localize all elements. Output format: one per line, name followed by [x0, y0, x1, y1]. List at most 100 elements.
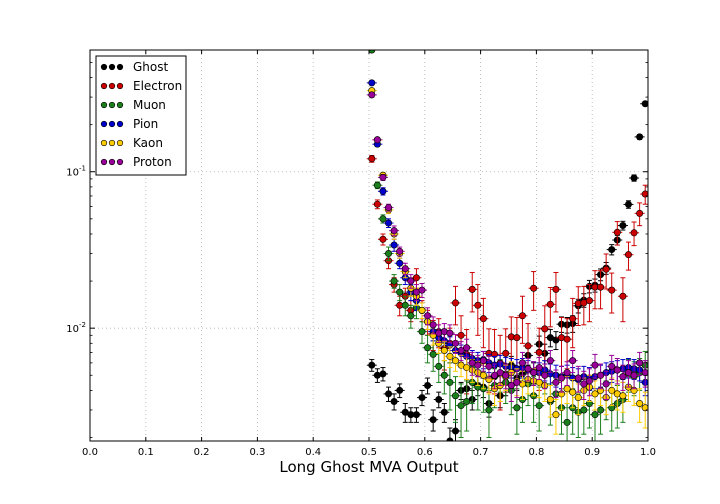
data-point	[485, 362, 493, 370]
y-tick-label: 10-2	[66, 321, 86, 335]
data-point	[451, 392, 459, 400]
data-point	[468, 285, 476, 293]
data-point	[552, 411, 560, 419]
data-point	[518, 312, 526, 320]
data-point	[585, 377, 593, 385]
data-point	[524, 342, 532, 350]
data-point	[424, 312, 432, 320]
data-point	[591, 390, 599, 398]
data-point	[546, 395, 554, 403]
data-point	[407, 277, 415, 285]
data-point	[401, 265, 409, 273]
data-point	[619, 392, 627, 400]
data-point	[474, 361, 482, 369]
data-point	[530, 284, 538, 292]
data-point	[535, 348, 543, 356]
data-point	[535, 402, 543, 410]
data-point	[379, 235, 387, 243]
data-point	[563, 335, 571, 343]
data-point	[379, 173, 387, 181]
data-point	[641, 404, 648, 412]
data-point	[613, 366, 621, 374]
legend-entry-proton: Proton	[100, 155, 172, 169]
data-point	[585, 297, 593, 305]
x-tick-label: 0.6	[417, 447, 433, 458]
legend-marker	[100, 158, 108, 166]
data-point	[608, 386, 616, 394]
data-point	[580, 380, 588, 388]
data-point	[636, 359, 644, 367]
data-point	[608, 286, 616, 294]
legend-marker	[108, 101, 116, 109]
data-point	[502, 371, 510, 379]
data-point	[513, 334, 521, 342]
data-point	[463, 344, 471, 352]
legend-marker	[100, 101, 108, 109]
data-point	[379, 370, 387, 378]
data-point	[479, 357, 487, 365]
data-point	[513, 404, 521, 412]
data-point	[457, 402, 465, 410]
legend-entry-electron: Electron	[100, 79, 182, 93]
data-point	[518, 359, 526, 367]
legend-label: Ghost	[133, 60, 168, 74]
data-point	[524, 365, 532, 373]
legend-marker	[116, 158, 124, 166]
data-point	[608, 362, 616, 370]
data-point	[485, 406, 493, 414]
data-point	[630, 371, 638, 379]
data-point	[530, 369, 538, 377]
data-point	[569, 357, 577, 365]
data-point	[435, 395, 443, 403]
data-point	[624, 251, 632, 259]
data-point	[541, 325, 549, 333]
data-point	[373, 181, 381, 189]
legend-marker	[108, 139, 116, 147]
data-point	[563, 369, 571, 377]
data-point	[496, 369, 504, 377]
data-point	[608, 246, 616, 254]
data-point	[385, 204, 393, 212]
data-point	[597, 371, 605, 379]
legend-marker	[100, 139, 108, 147]
data-point	[368, 91, 376, 99]
data-point	[624, 200, 632, 208]
legend-marker	[116, 63, 124, 71]
legend-label: Proton	[133, 155, 172, 169]
data-point	[552, 378, 560, 386]
legend-marker	[100, 63, 108, 71]
legend-entry-muon: Muon	[100, 98, 166, 112]
data-point	[457, 331, 465, 339]
data-point	[597, 283, 605, 291]
data-point	[641, 369, 648, 377]
data-point	[429, 321, 437, 329]
data-point	[412, 274, 420, 282]
data-point	[373, 200, 381, 208]
data-point	[479, 371, 487, 379]
data-point	[513, 378, 521, 386]
data-point	[407, 312, 415, 320]
data-point	[368, 155, 376, 163]
data-point	[435, 362, 443, 370]
data-point	[424, 344, 432, 352]
data-point	[446, 352, 454, 360]
data-point	[597, 406, 605, 414]
data-point	[507, 382, 515, 390]
legend-marker	[116, 82, 124, 90]
data-point	[396, 386, 404, 394]
legend-label: Kaon	[133, 136, 163, 150]
data-point	[396, 259, 404, 267]
legend-marker	[100, 120, 108, 128]
x-tick-label: 0.2	[194, 447, 210, 458]
data-point	[451, 427, 459, 435]
data-point	[418, 286, 426, 294]
data-point	[624, 369, 632, 377]
data-point	[558, 374, 566, 382]
legend-marker	[108, 120, 116, 128]
legend-entry-ghost: Ghost	[100, 60, 168, 74]
data-point	[602, 265, 610, 273]
data-point	[636, 399, 644, 407]
data-point	[613, 228, 621, 236]
axis-ticks: 0.0 0.1 0.2 0.3 0.4 0.5 0.6 0.7 0.8 0.9 1.0 10-1 10-…	[66, 50, 656, 458]
